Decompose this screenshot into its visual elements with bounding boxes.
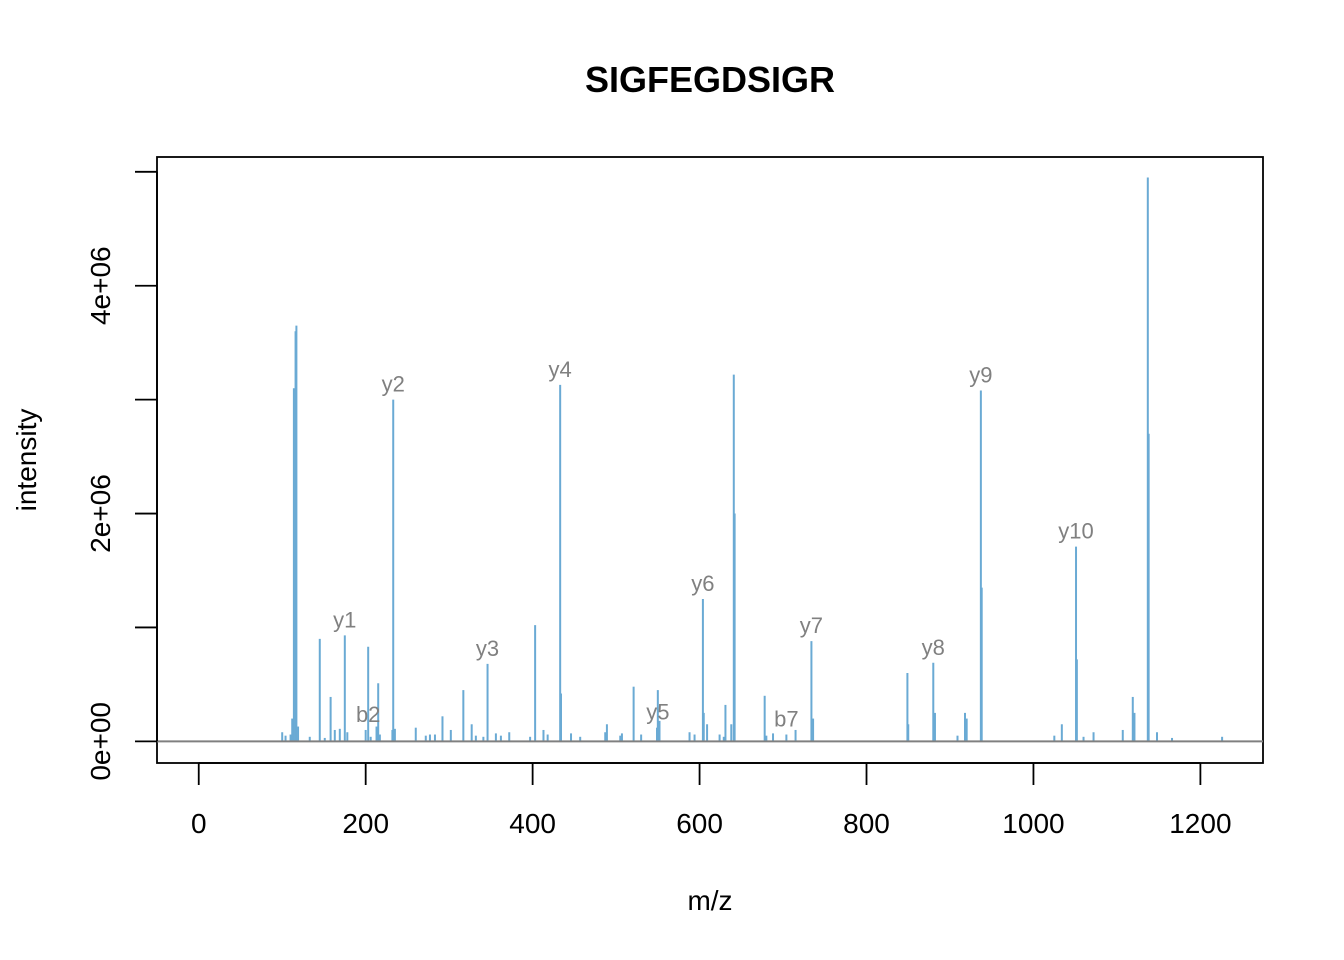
- x-tick-label: 600: [676, 808, 723, 839]
- y-tick-label: 0e+00: [85, 702, 116, 781]
- plot-frame: [156, 156, 1264, 764]
- y-axis: 0e+00 2e+06 4e+06: [85, 170, 158, 781]
- ion-label-y3: y3: [476, 636, 499, 661]
- y-tick-label: 2e+06: [85, 474, 116, 553]
- ion-label-y10: y10: [1058, 519, 1093, 544]
- y-axis-label: intensity: [11, 409, 42, 512]
- ion-annotations: y1 b2 y2 y3 y4 y5 y6 b7 y7 y8 y9 y10: [333, 357, 1094, 732]
- ion-label-b2: b2: [356, 702, 380, 727]
- chart-title: SIGFEGDSIGR: [585, 59, 835, 100]
- ion-label-b7: b7: [774, 707, 798, 732]
- ion-label-y8: y8: [922, 635, 945, 660]
- x-axis: 0 200 400 600 800 1000 1200: [191, 762, 1232, 839]
- ion-label-y1: y1: [333, 607, 356, 632]
- ion-label-y9: y9: [969, 363, 992, 388]
- x-tick-label: 800: [843, 808, 890, 839]
- ion-label-y4: y4: [549, 357, 572, 382]
- ion-label-y7: y7: [800, 613, 823, 638]
- x-tick-label: 1200: [1169, 808, 1231, 839]
- ion-label-y6: y6: [691, 571, 714, 596]
- y-tick-label: 4e+06: [85, 246, 116, 325]
- ion-label-y2: y2: [382, 372, 405, 397]
- x-tick-label: 200: [342, 808, 389, 839]
- ion-label-y5: y5: [646, 700, 669, 725]
- x-tick-label: 400: [509, 808, 556, 839]
- peak-series: [281, 177, 1224, 742]
- x-axis-label: m/z: [687, 885, 732, 916]
- x-tick-label: 1000: [1002, 808, 1064, 839]
- x-tick-label: 0: [191, 808, 207, 839]
